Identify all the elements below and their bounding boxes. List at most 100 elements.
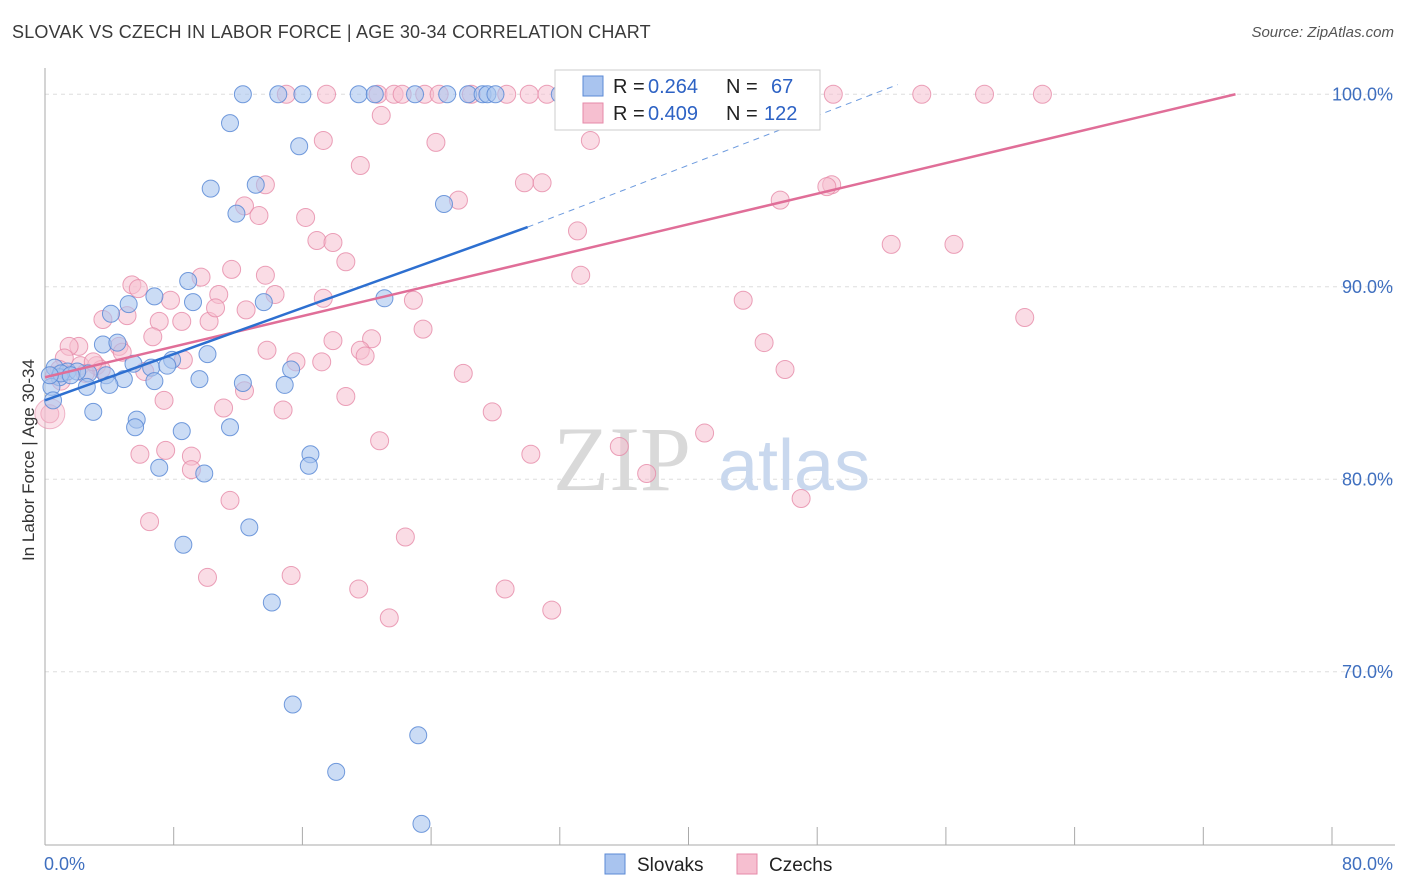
x-tick-label: 80.0% (1342, 854, 1393, 874)
czech-point (571, 265, 591, 285)
slovak-point (101, 304, 120, 323)
legend-r-label-slovaks: R = (613, 76, 645, 98)
czech-point (370, 431, 390, 451)
czech-point (313, 130, 333, 150)
czech-point (222, 259, 242, 279)
slovaks-trend-extension (527, 84, 898, 228)
legend-n-label-slovaks: N = (726, 76, 758, 98)
czech-point (236, 300, 256, 320)
slovaks-trend-line (44, 225, 529, 402)
y-axis-label: In Labor Force | Age 30-34 (19, 359, 38, 561)
czech-point (273, 400, 293, 420)
czech-point (156, 440, 176, 460)
slovak-point (221, 418, 240, 437)
czech-point (130, 444, 150, 464)
czech-point (160, 290, 180, 310)
czech-point (495, 579, 515, 599)
czech-point (197, 567, 217, 587)
czech-point (350, 155, 370, 175)
legend-swatch-slovaks (582, 75, 604, 97)
slovak-point (293, 85, 312, 104)
slovak-point (282, 360, 301, 379)
y-tick-label: 70.0% (1342, 662, 1393, 682)
slovak-point (486, 85, 505, 104)
legend-n-value-slovaks: 67 (771, 76, 793, 98)
trend-lines (44, 84, 1236, 402)
slovak-point (84, 402, 103, 421)
tick-labels: 100.0% 90.0% 80.0% 70.0% 0.0% 80.0% (44, 84, 1393, 874)
czech-point (143, 327, 163, 347)
legend-r-value-czechs: 0.409 (648, 103, 698, 125)
czech-point (257, 340, 277, 360)
bottom-legend-swatch-czechs (736, 853, 758, 875)
czech-point (323, 232, 343, 252)
x-tick-label: 0.0% (44, 854, 85, 874)
slovak-point (283, 695, 302, 714)
czech-point (413, 319, 433, 339)
czechs-trend-line (44, 93, 1236, 379)
czech-point (379, 608, 399, 628)
slovak-point (145, 287, 164, 306)
slovak-point (221, 114, 240, 133)
slovak-point (290, 137, 309, 156)
axes (44, 68, 1395, 846)
czechs-points (34, 84, 1052, 628)
slovak-point (254, 293, 273, 312)
czech-point (912, 84, 932, 104)
slovak-point (184, 293, 203, 312)
czech-point (154, 390, 174, 410)
czech-point (371, 105, 391, 125)
slovak-point (409, 726, 428, 745)
czech-point (580, 130, 600, 150)
czech-point (542, 600, 562, 620)
y-tick-label: 100.0% (1332, 84, 1393, 104)
bottom-legend-label-slovaks: Slovaks (637, 855, 704, 876)
czech-point (532, 173, 552, 193)
czech-point (775, 360, 795, 380)
slovak-point (172, 422, 191, 441)
czech-point (426, 132, 446, 152)
czech-point (140, 512, 160, 532)
czech-point (1032, 84, 1052, 104)
czech-point (336, 252, 356, 272)
czech-point (453, 363, 473, 383)
slovak-point (412, 814, 431, 833)
czech-point (296, 207, 316, 227)
czech-point (521, 444, 541, 464)
czech-point (362, 329, 382, 349)
bottom-legend: Slovaks Czechs (604, 853, 832, 876)
slovak-point (365, 85, 384, 104)
slovak-point (227, 204, 246, 223)
slovak-point (179, 271, 198, 290)
legend-n-label-czechs: N = (726, 103, 758, 125)
slovak-point (275, 375, 294, 394)
chart-title: SLOVAK VS CZECH IN LABOR FORCE | AGE 30-… (12, 22, 651, 42)
czech-point (323, 331, 343, 351)
slovak-point (233, 85, 252, 104)
slovak-point (262, 593, 281, 612)
bottom-legend-label-czechs: Czechs (769, 855, 832, 876)
czech-point (255, 265, 275, 285)
czech-point (206, 298, 226, 318)
legend-n-value-czechs: 122 (764, 103, 797, 125)
czech-point (609, 437, 629, 457)
slovak-point (201, 179, 220, 198)
czech-point (249, 206, 269, 226)
czech-point (355, 346, 375, 366)
czech-point (307, 231, 327, 251)
czech-point (317, 84, 337, 104)
slovak-point (349, 85, 368, 104)
czech-point (395, 527, 415, 547)
legend-r-label-czechs: R = (613, 103, 645, 125)
czech-point (1015, 308, 1035, 328)
slovak-point (150, 458, 169, 477)
slovak-point (174, 535, 193, 554)
czech-point (733, 290, 753, 310)
slovak-point (195, 464, 214, 483)
slovak-point (406, 85, 425, 104)
czech-point (567, 221, 587, 241)
czech-point (336, 386, 356, 406)
czech-point (128, 279, 148, 299)
slovaks-points (40, 85, 569, 833)
